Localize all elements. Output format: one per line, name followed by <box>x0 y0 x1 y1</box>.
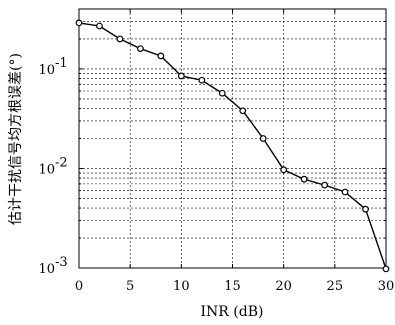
data-point <box>280 166 288 174</box>
data-point <box>157 52 165 60</box>
y-tick-label-exponent: -1 <box>55 56 68 71</box>
data-point <box>75 19 83 27</box>
x-tick-label: 15 <box>224 279 241 294</box>
x-tick-label: 20 <box>275 279 292 294</box>
x-tick-label: 0 <box>75 279 83 294</box>
y-tick-label: 10 <box>38 262 55 277</box>
x-tick-label: 30 <box>378 279 395 294</box>
x-tick-labels: 0 5 10 15 20 25 30 <box>75 279 394 294</box>
data-point <box>116 35 124 43</box>
y-tick-label: 10 <box>38 162 55 177</box>
axis-ticks <box>78 8 387 269</box>
y-tick-label-exponent: -2 <box>55 155 68 170</box>
x-tick-label: 5 <box>126 279 134 294</box>
data-point <box>177 72 185 80</box>
data-point <box>362 205 369 213</box>
data-point <box>198 76 206 84</box>
data-point <box>259 135 267 142</box>
x-tick-label: 25 <box>327 279 344 294</box>
data-point <box>136 45 144 53</box>
y-tick-label: 10 <box>38 63 55 78</box>
data-point <box>300 175 308 183</box>
data-point <box>239 107 247 115</box>
grid <box>79 9 386 268</box>
data-point <box>218 89 226 97</box>
y-tick-label-exponent: -3 <box>55 255 68 270</box>
y-tick-labels: 10-310-210-1 <box>38 56 67 277</box>
series-line <box>78 22 387 270</box>
data-point <box>321 181 329 189</box>
data-point <box>382 265 390 273</box>
data-point <box>341 188 349 196</box>
y-axis-title: 估计干扰信号均方根误差(°) <box>8 53 24 225</box>
x-axis-title: INR (dB) <box>201 304 264 320</box>
series <box>75 19 390 273</box>
data-point <box>96 22 103 30</box>
x-tick-label: 10 <box>173 279 190 294</box>
